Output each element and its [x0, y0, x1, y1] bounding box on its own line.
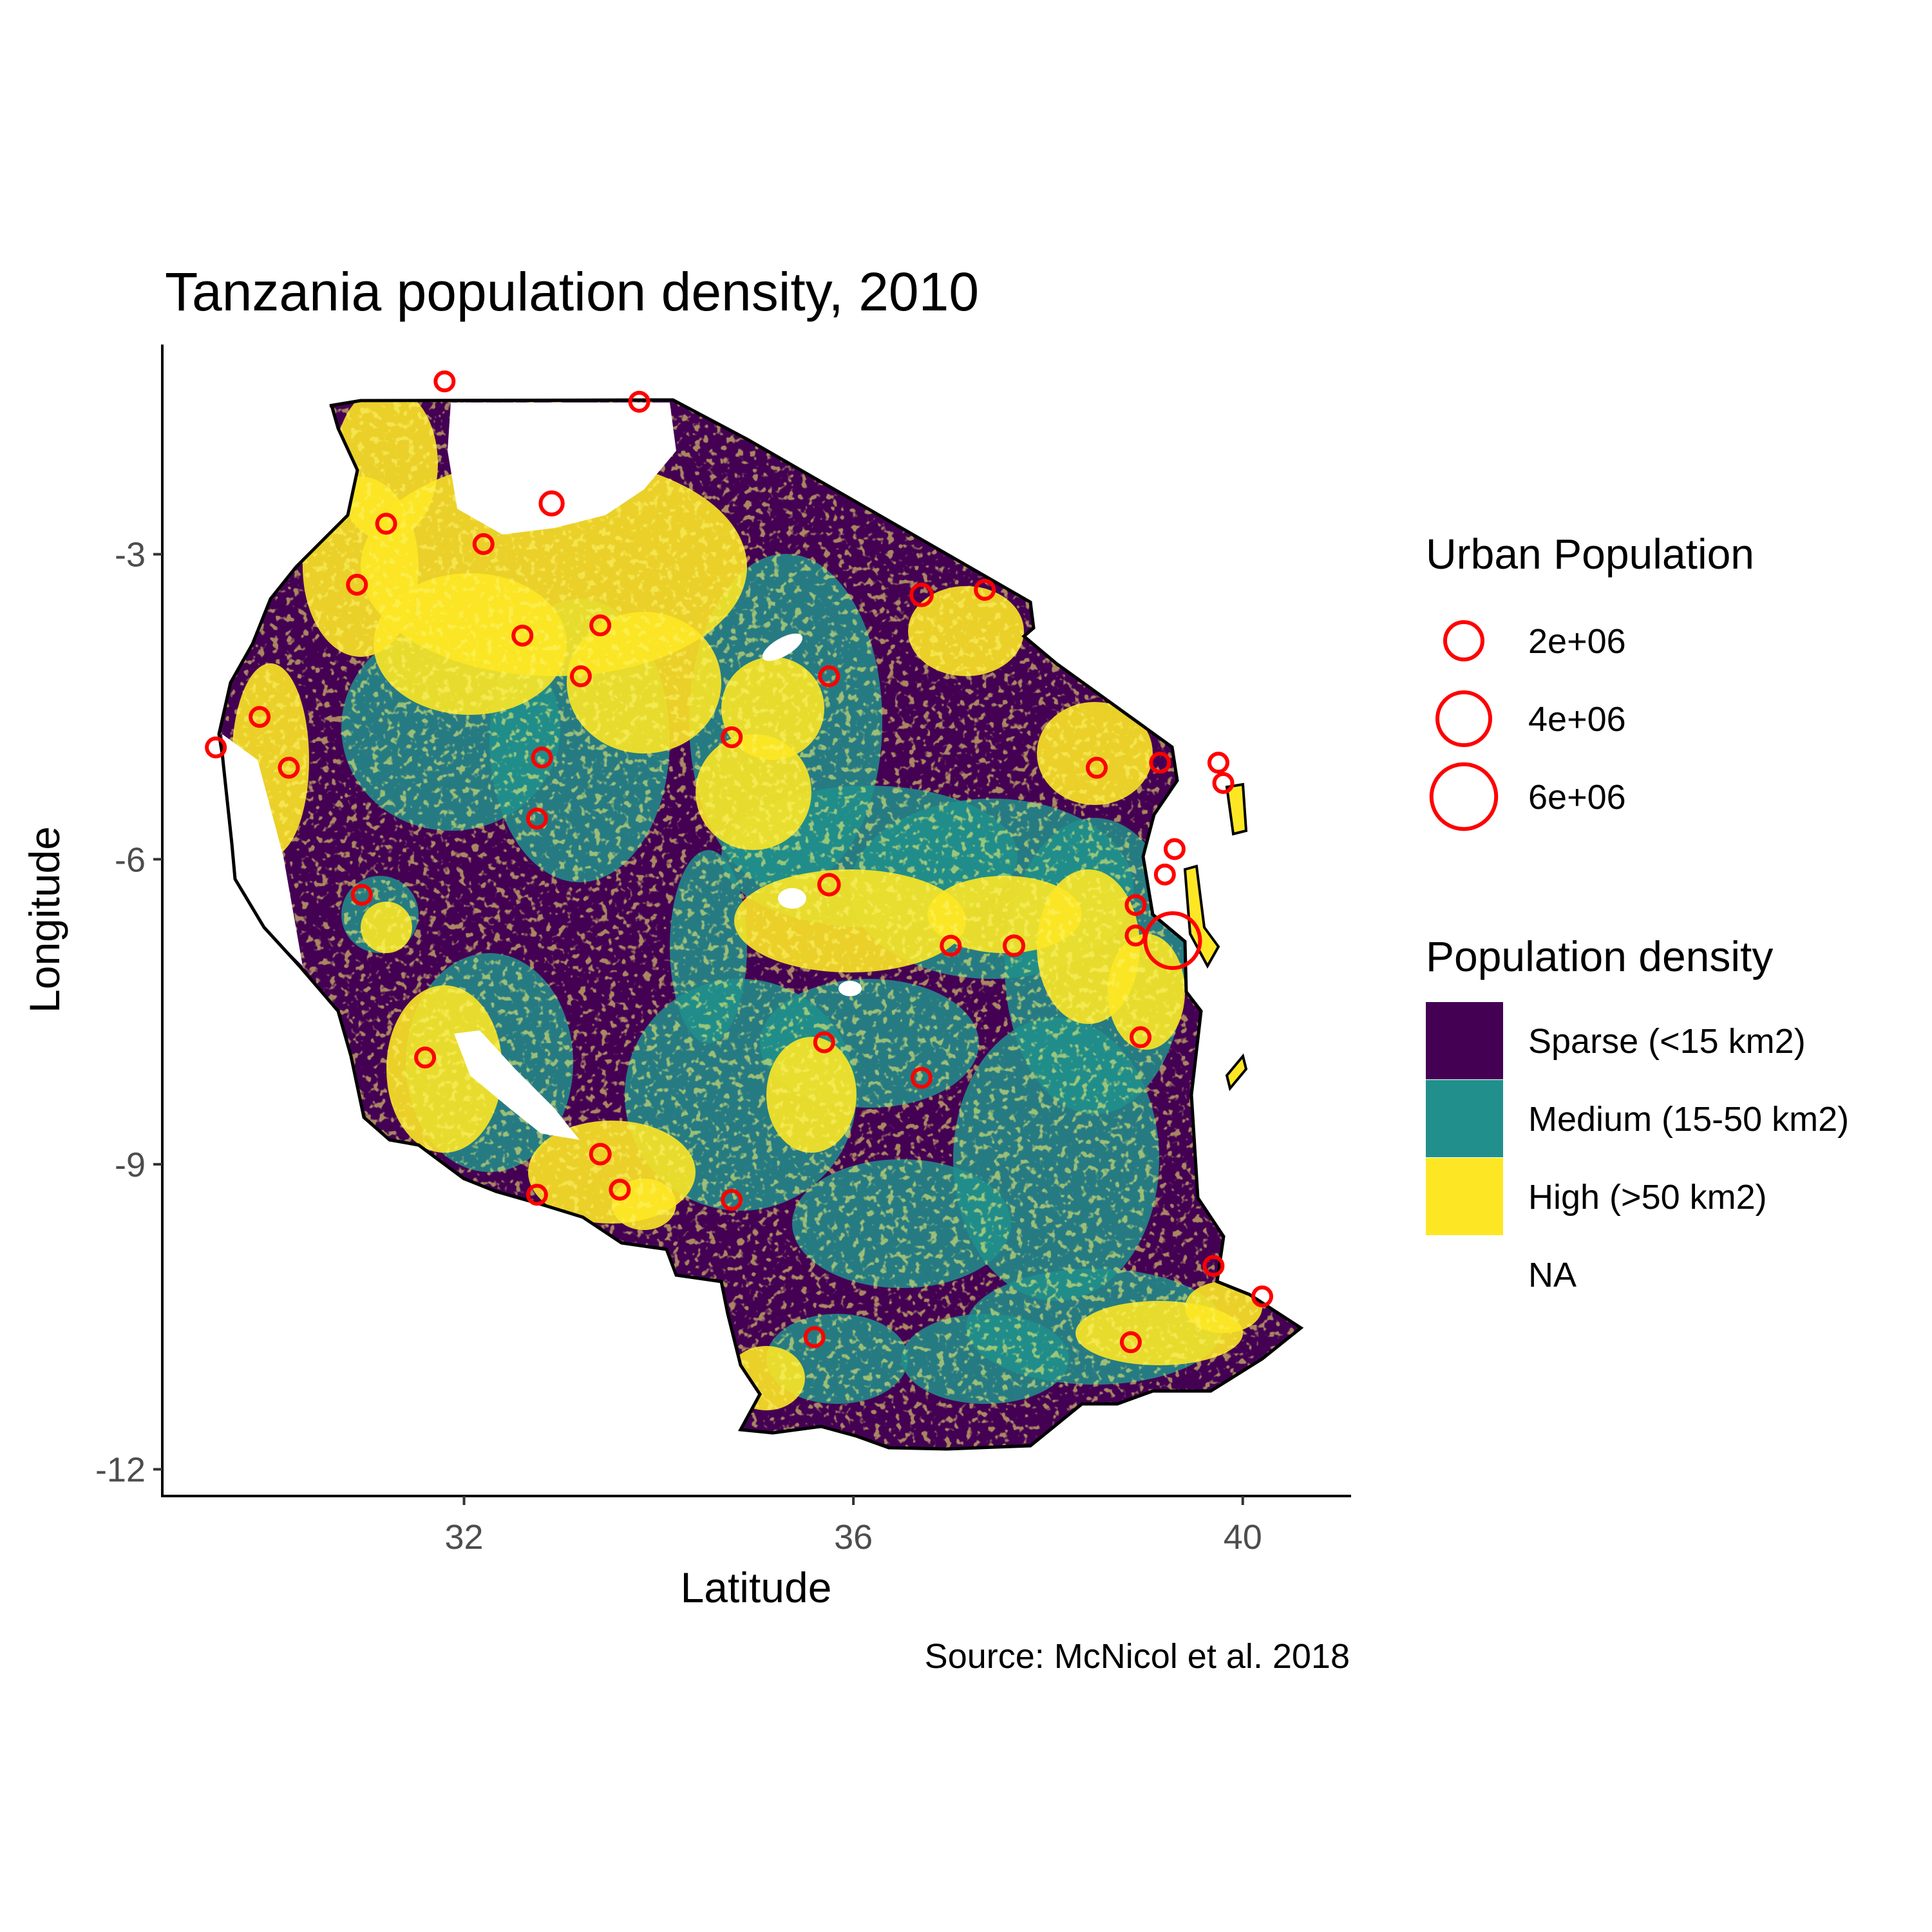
city-point: [909, 582, 934, 607]
city-point: [346, 574, 368, 596]
na-area-lake-tanganyika: [222, 734, 303, 966]
urban-population-legend-key: [1435, 690, 1493, 748]
urban-population-points: [205, 370, 1273, 1354]
city-point: [538, 490, 565, 516]
city-point: [350, 884, 373, 906]
city-point: [526, 1184, 548, 1206]
city-point: [817, 873, 841, 896]
map-title: Tanzania population density, 2010: [165, 261, 979, 322]
city-point: [974, 578, 996, 601]
city-point: [1207, 752, 1229, 774]
city-point: [803, 1326, 826, 1349]
city-point: [433, 370, 456, 393]
urban-population-legend-label: 2e+06: [1528, 622, 1626, 661]
country-border: [217, 398, 1304, 1451]
city-point: [249, 706, 271, 728]
population-density-legend-label: Sparse (<15 km2): [1528, 1022, 1806, 1061]
source-caption: Source: McNicol et al. 2018: [925, 1637, 1350, 1676]
axes: 32 36 40 -3 -6 -9 -12 Latitude Longitude: [21, 345, 1351, 1611]
x-tick-label: 32: [445, 1518, 484, 1557]
city-point: [1149, 752, 1171, 774]
city-point: [721, 1189, 743, 1211]
y-tick-label: -9: [115, 1146, 146, 1184]
islands: [1183, 782, 1248, 1092]
population-density-legend-key: [1426, 1158, 1503, 1235]
x-tick-label: 40: [1224, 1518, 1262, 1557]
city-point: [818, 665, 840, 688]
population-density-legend-key: [1426, 1080, 1503, 1157]
pemba-island: [1225, 782, 1248, 836]
city-point: [1202, 1255, 1225, 1277]
city-point: [511, 624, 534, 647]
na-area-lake: [778, 888, 806, 909]
urban-population-legend-title: Urban Population: [1426, 530, 1754, 578]
city-point: [1003, 934, 1026, 957]
city-point: [278, 757, 300, 779]
city-point: [910, 1066, 933, 1089]
city-point: [1086, 757, 1108, 779]
y-tick-label: -3: [115, 536, 146, 574]
y-axis-title: Longitude: [21, 826, 68, 1013]
population-density-legend-key: [1426, 1002, 1503, 1079]
urban-population-legend-key: [1429, 762, 1499, 831]
population-density-legend-entries: Sparse (<15 km2) Medium (15-50 km2) High (…: [1426, 1002, 1849, 1313]
x-axis-title: Latitude: [681, 1564, 832, 1611]
na-area-lake-victoria: [448, 402, 676, 535]
city-point: [205, 736, 227, 759]
city-point: [1251, 1285, 1273, 1308]
y-ticks: -3 -6 -9 -12: [95, 536, 162, 1490]
city-point: [414, 1046, 437, 1069]
city-point: [940, 934, 962, 957]
city-point: [1143, 911, 1202, 971]
urban-population-legend-key: [1443, 620, 1484, 661]
city-point: [1153, 863, 1176, 886]
population-density-legend-label: High (>50 km2): [1528, 1178, 1767, 1217]
city-point: [472, 533, 495, 555]
city-point: [628, 390, 650, 413]
city-point: [1163, 838, 1186, 860]
city-point: [589, 1142, 612, 1166]
urban-population-legend-label: 6e+06: [1528, 778, 1626, 817]
high-density-speckle: [219, 400, 1301, 1449]
city-point: [375, 513, 397, 535]
population-density-legend-label: Medium (15-50 km2): [1528, 1100, 1849, 1139]
city-point: [721, 726, 743, 748]
city-point: [609, 1179, 631, 1201]
population-density-legend-label: NA: [1528, 1256, 1577, 1294]
na-areas: [222, 402, 862, 1140]
population-density-legend-key: [1426, 1236, 1503, 1313]
na-area-lake-rukwa: [454, 1030, 580, 1140]
city-point: [531, 746, 553, 769]
city-point: [1124, 894, 1147, 916]
urban-population-legend-label: 4e+06: [1528, 700, 1626, 739]
urban-population-legend-entries: 2e+06 4e+06 6e+06: [1429, 620, 1626, 831]
x-tick-label: 36: [834, 1518, 873, 1557]
x-ticks: 32 36 40: [445, 1496, 1262, 1557]
zanzibar-island: [1183, 864, 1220, 969]
na-area-lake: [838, 981, 862, 996]
mafia-island: [1225, 1053, 1248, 1092]
city-point: [589, 614, 612, 637]
city-point: [1119, 1331, 1142, 1354]
city-point: [813, 1031, 835, 1054]
city-point: [569, 665, 592, 688]
y-tick-label: -12: [95, 1451, 146, 1490]
city-point: [526, 808, 548, 830]
population-density-legend: Population density Sparse (<15 km2) Mediu…: [1426, 933, 1849, 1313]
city-point: [1130, 1026, 1152, 1048]
density-map: [205, 370, 1304, 1451]
population-density-legend-title: Population density: [1426, 933, 1773, 980]
na-area-lake-eyasi: [762, 633, 803, 661]
urban-population-legend: Urban Population 2e+06 4e+06 6e+06: [1426, 530, 1754, 831]
y-tick-label: -6: [115, 840, 146, 879]
city-point: [1212, 772, 1235, 794]
